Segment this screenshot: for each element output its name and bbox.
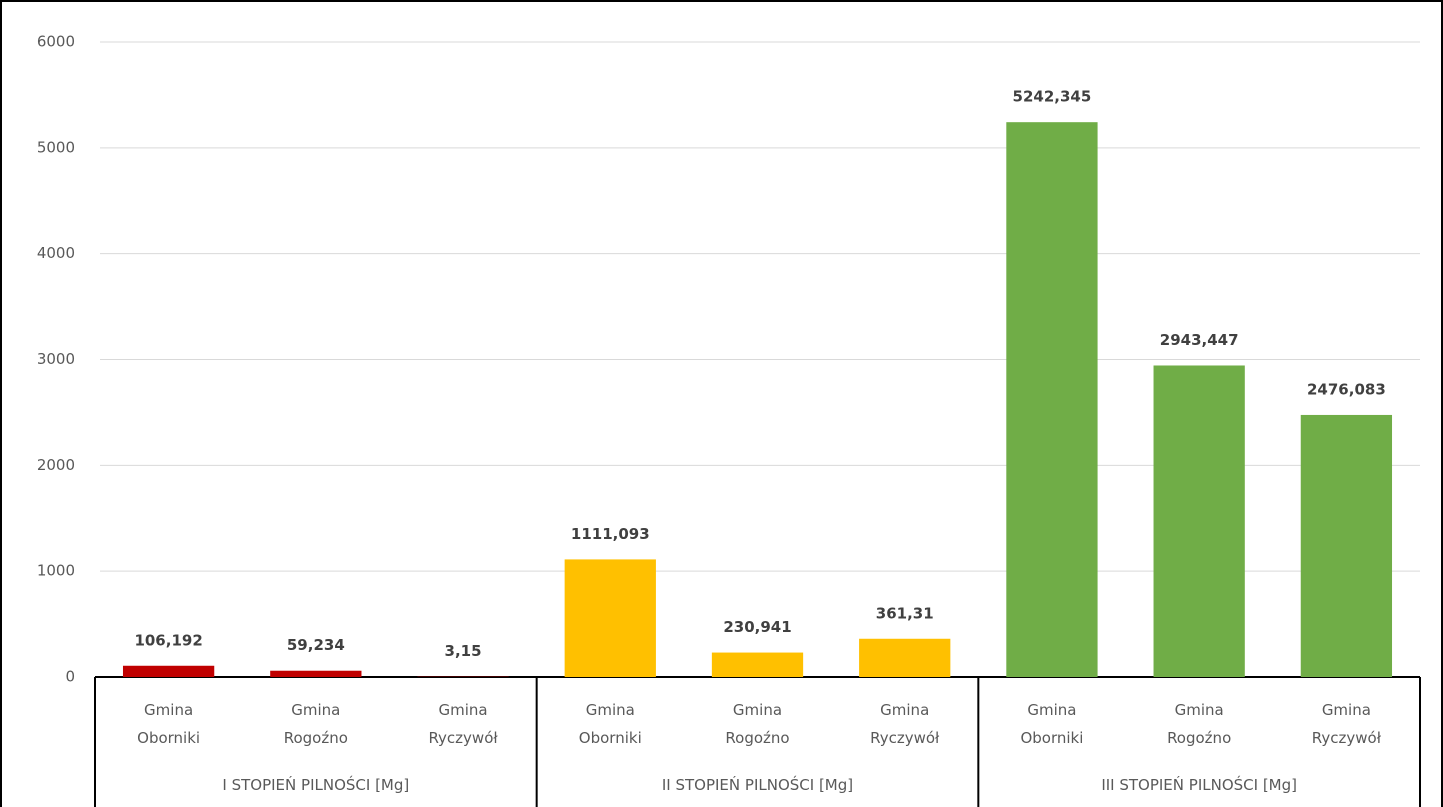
value-label: 230,941: [723, 618, 791, 636]
x-tick-label: Gmina Oborniki: [1020, 701, 1084, 747]
bar: [711, 652, 804, 677]
value-label: 59,234: [287, 636, 345, 654]
bar: [1006, 122, 1098, 677]
value-label: 2476,083: [1307, 380, 1386, 398]
bar: [1300, 414, 1393, 677]
bar: [122, 665, 215, 677]
x-tick-label: Gmina Rogoźno: [725, 701, 790, 747]
bar: [859, 638, 951, 677]
group-label: II STOPIEŃ PILNOŚCI [Mg]: [661, 776, 854, 794]
bar: [564, 559, 656, 677]
group-label: III STOPIEŃ PILNOŚCI [Mg]: [1101, 776, 1297, 794]
y-tick-label: 3000: [37, 350, 75, 368]
value-label: 361,31: [876, 604, 934, 622]
group-label: I STOPIEŃ PILNOŚCI [Mg]: [222, 776, 410, 794]
x-tick-label: Gmina Oborniki: [137, 701, 201, 747]
y-tick-label: 2000: [37, 456, 75, 474]
bar: [270, 670, 362, 677]
x-tick-label: Gmina Ryczywół: [428, 701, 498, 747]
value-label: 2943,447: [1160, 331, 1239, 349]
x-tick-label: Gmina Rogoźno: [283, 701, 348, 747]
x-tick-label: Gmina Ryczywół: [870, 701, 940, 747]
y-tick-label: 0: [65, 668, 75, 686]
x-tick-label: Gmina Ryczywół: [1311, 701, 1381, 747]
y-tick-label: 6000: [37, 33, 75, 51]
y-tick-label: 1000: [37, 562, 75, 580]
x-tick-label: Gmina Oborniki: [578, 701, 642, 747]
value-label: 106,192: [134, 631, 202, 649]
y-tick-label: 4000: [37, 244, 75, 262]
x-tick-label: Gmina Rogoźno: [1167, 701, 1232, 747]
value-label: 1111,093: [571, 525, 650, 543]
value-label: 3,15: [445, 642, 482, 660]
value-label: 5242,345: [1013, 88, 1092, 106]
bar: [1153, 365, 1245, 677]
y-tick-label: 5000: [37, 138, 75, 156]
